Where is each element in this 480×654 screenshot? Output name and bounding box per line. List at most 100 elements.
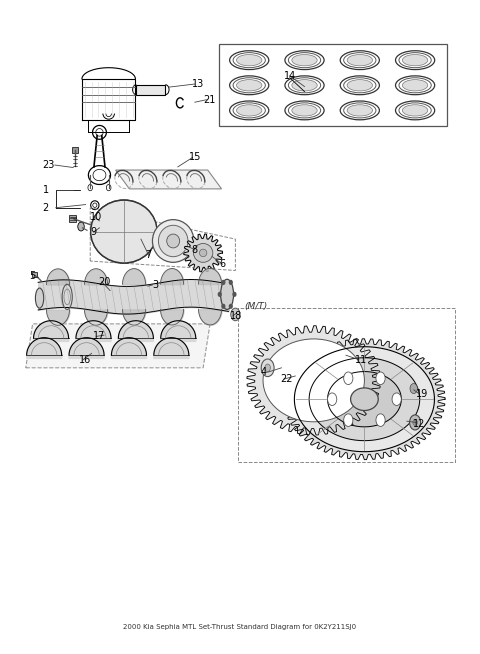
Polygon shape	[34, 320, 69, 341]
Bar	[219, 44, 447, 126]
Circle shape	[413, 419, 418, 426]
Polygon shape	[327, 371, 401, 427]
Text: 9: 9	[90, 227, 96, 237]
Text: 2000 Kia Sephia MTL Set-Thrust Standard Diagram for 0K2Y211SJ0: 2000 Kia Sephia MTL Set-Thrust Standard …	[123, 624, 357, 630]
Ellipse shape	[229, 101, 269, 120]
Ellipse shape	[350, 388, 378, 411]
Circle shape	[344, 372, 353, 385]
Ellipse shape	[200, 249, 207, 256]
Polygon shape	[116, 170, 222, 189]
Ellipse shape	[396, 101, 435, 120]
Ellipse shape	[340, 51, 379, 69]
Ellipse shape	[340, 101, 379, 120]
Ellipse shape	[263, 339, 364, 422]
Polygon shape	[119, 320, 154, 341]
Text: 11: 11	[355, 354, 368, 365]
Circle shape	[376, 372, 385, 385]
Ellipse shape	[399, 52, 431, 68]
Circle shape	[376, 414, 385, 426]
Ellipse shape	[36, 288, 44, 308]
Ellipse shape	[399, 103, 431, 118]
Ellipse shape	[402, 54, 428, 66]
Circle shape	[78, 222, 84, 231]
Circle shape	[410, 383, 418, 394]
Ellipse shape	[340, 76, 379, 95]
Polygon shape	[184, 234, 223, 272]
Ellipse shape	[292, 80, 317, 91]
Ellipse shape	[229, 51, 269, 69]
Circle shape	[344, 414, 353, 426]
Text: 22: 22	[280, 374, 293, 384]
Text: 14: 14	[284, 71, 296, 81]
Text: 15: 15	[189, 152, 202, 162]
Polygon shape	[154, 337, 189, 358]
Circle shape	[327, 393, 337, 405]
Ellipse shape	[237, 54, 262, 66]
Circle shape	[218, 292, 221, 296]
Circle shape	[222, 304, 225, 308]
Ellipse shape	[193, 243, 213, 262]
Ellipse shape	[285, 76, 324, 95]
Ellipse shape	[221, 279, 234, 309]
Circle shape	[265, 364, 270, 371]
Text: 5: 5	[29, 271, 35, 281]
Circle shape	[261, 359, 274, 377]
Ellipse shape	[233, 103, 265, 118]
Ellipse shape	[288, 52, 321, 68]
Text: 19: 19	[416, 389, 428, 399]
Polygon shape	[247, 326, 381, 435]
Ellipse shape	[347, 80, 372, 91]
Ellipse shape	[402, 105, 428, 116]
Ellipse shape	[158, 225, 188, 256]
Text: 17: 17	[93, 332, 105, 341]
Text: 13: 13	[192, 79, 204, 89]
Circle shape	[409, 415, 420, 430]
Bar	[238, 308, 455, 462]
Text: 20: 20	[98, 277, 110, 287]
Text: 4: 4	[261, 367, 267, 377]
Polygon shape	[284, 339, 445, 460]
Ellipse shape	[153, 220, 194, 262]
Polygon shape	[26, 324, 210, 368]
Ellipse shape	[396, 76, 435, 95]
Text: 10: 10	[90, 211, 103, 222]
Ellipse shape	[347, 105, 372, 116]
Ellipse shape	[344, 78, 376, 93]
Ellipse shape	[237, 80, 262, 91]
Ellipse shape	[288, 103, 321, 118]
Text: 6: 6	[219, 259, 226, 269]
Text: 3: 3	[153, 280, 158, 290]
Polygon shape	[69, 337, 104, 358]
Circle shape	[231, 308, 240, 320]
Bar	[69, 215, 76, 222]
Ellipse shape	[292, 105, 317, 116]
Text: 8: 8	[192, 245, 198, 255]
Polygon shape	[309, 358, 420, 441]
Ellipse shape	[285, 101, 324, 120]
Ellipse shape	[402, 80, 428, 91]
Polygon shape	[161, 320, 196, 341]
Text: 16: 16	[79, 355, 91, 366]
Bar	[72, 146, 78, 153]
Ellipse shape	[285, 51, 324, 69]
Ellipse shape	[167, 234, 180, 248]
Ellipse shape	[237, 105, 262, 116]
Ellipse shape	[347, 54, 372, 66]
Circle shape	[392, 393, 401, 405]
Bar	[32, 272, 37, 277]
Circle shape	[229, 281, 232, 284]
Polygon shape	[76, 320, 111, 341]
Circle shape	[222, 281, 225, 284]
Ellipse shape	[399, 78, 431, 93]
Ellipse shape	[233, 52, 265, 68]
Ellipse shape	[396, 51, 435, 69]
Polygon shape	[27, 337, 61, 358]
Text: (M/T): (M/T)	[245, 302, 268, 311]
Ellipse shape	[344, 52, 376, 68]
Text: 21: 21	[203, 95, 216, 105]
Text: 1: 1	[43, 185, 49, 195]
Circle shape	[233, 292, 236, 296]
Text: 2: 2	[43, 203, 49, 213]
Polygon shape	[294, 347, 434, 452]
Circle shape	[229, 304, 232, 308]
